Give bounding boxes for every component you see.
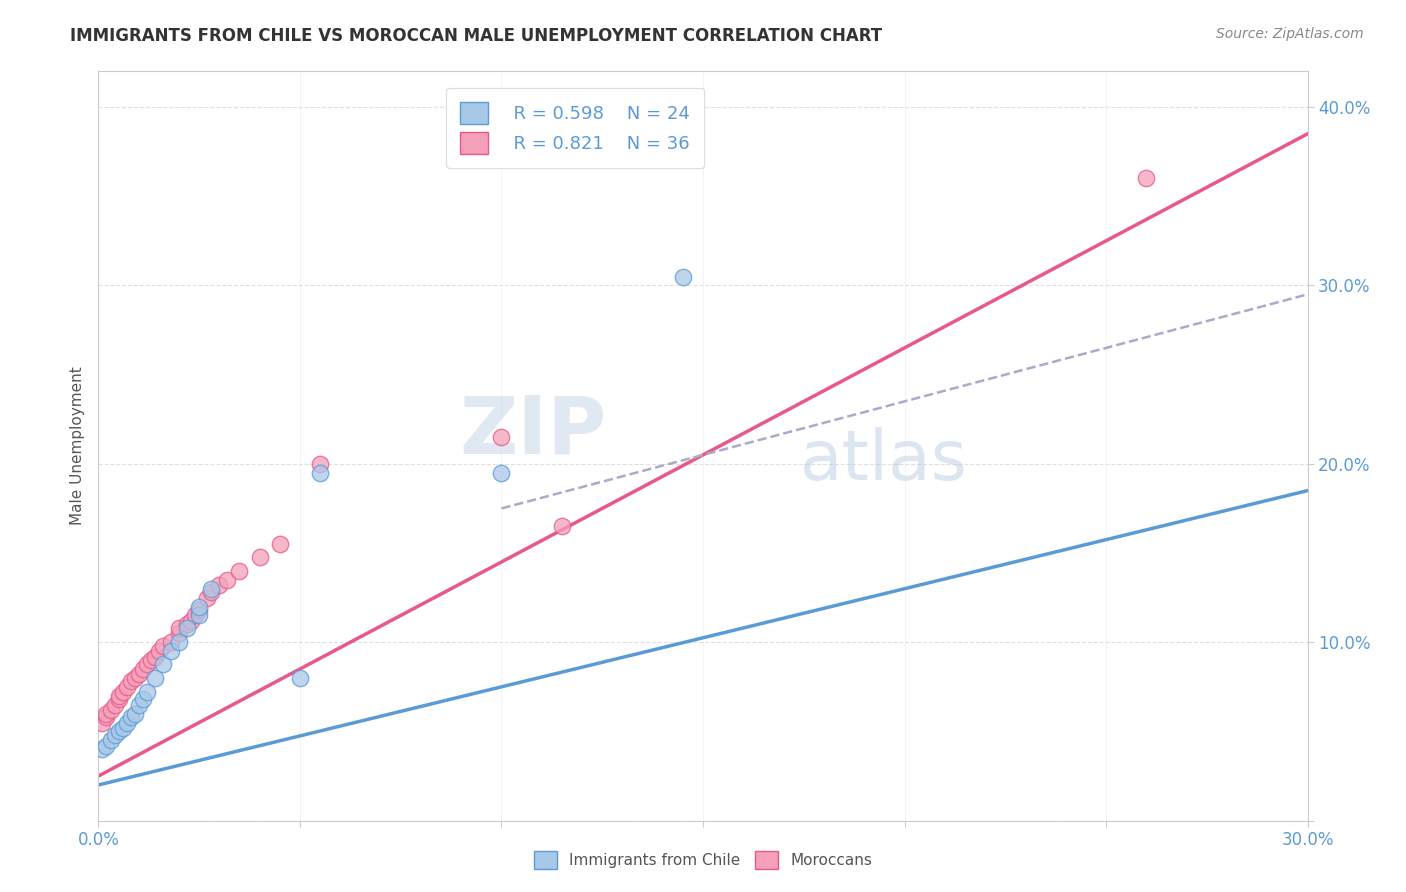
Point (107, 724, 129, 739)
Point (176, 621, 198, 635)
Point (551, 519, 574, 533)
Point (160, 644, 183, 658)
Point (120, 674, 142, 689)
Point (91, 742, 114, 756)
Point (115, 715, 138, 730)
Point (167, 621, 190, 635)
Point (124, 706, 146, 721)
Point (200, 585, 222, 599)
Point (143, 649, 166, 664)
Point (100, 703, 122, 717)
Point (228, 564, 250, 578)
Text: IMMIGRANTS FROM CHILE VS MOROCCAN MALE UNEMPLOYMENT CORRELATION CHART: IMMIGRANTS FROM CHILE VS MOROCCAN MALE U… (70, 27, 883, 45)
Text: atlas: atlas (800, 427, 967, 494)
Point (491, 430, 513, 444)
Point (208, 578, 231, 592)
Point (135, 685, 157, 699)
Point (111, 685, 134, 699)
Point (148, 644, 170, 658)
Y-axis label: Male Unemployment: Male Unemployment (69, 367, 84, 525)
Point (143, 671, 166, 685)
Point (288, 671, 311, 685)
Point (103, 698, 125, 712)
Point (269, 537, 291, 551)
Text: Source: ZipAtlas.com: Source: ZipAtlas.com (1216, 27, 1364, 41)
Point (107, 689, 129, 703)
Point (128, 667, 150, 681)
Point (217, 573, 239, 587)
Point (111, 721, 134, 735)
Point (188, 603, 211, 617)
Point (152, 639, 174, 653)
Point (184, 608, 207, 623)
Point (132, 662, 155, 676)
Point (107, 692, 129, 706)
Point (200, 582, 222, 596)
Point (188, 608, 211, 623)
Point (309, 466, 332, 480)
Point (115, 680, 138, 694)
Legend:   R = 0.598    N = 24,   R = 0.821    N = 36: R = 0.598 N = 24, R = 0.821 N = 36 (446, 88, 704, 168)
Point (672, 269, 695, 284)
Text: ZIP: ZIP (458, 392, 606, 470)
Point (96, 706, 118, 721)
Point (188, 599, 211, 614)
Point (135, 657, 157, 671)
Point (120, 710, 142, 724)
Point (91, 715, 114, 730)
Point (309, 457, 332, 471)
Point (128, 698, 150, 712)
Point (176, 617, 198, 632)
Point (103, 728, 125, 742)
Point (167, 635, 190, 649)
Legend: Immigrants from Chile, Moroccans: Immigrants from Chile, Moroccans (527, 845, 879, 875)
Point (96, 710, 118, 724)
Point (124, 671, 146, 685)
Point (195, 591, 218, 605)
Point (139, 653, 162, 667)
Point (160, 635, 183, 649)
Point (96, 739, 118, 753)
Point (167, 626, 190, 640)
Point (180, 614, 202, 628)
Point (132, 692, 155, 706)
Point (152, 657, 174, 671)
Point (249, 549, 271, 564)
Point (491, 466, 513, 480)
Point (1135, 171, 1157, 186)
Point (100, 733, 122, 747)
